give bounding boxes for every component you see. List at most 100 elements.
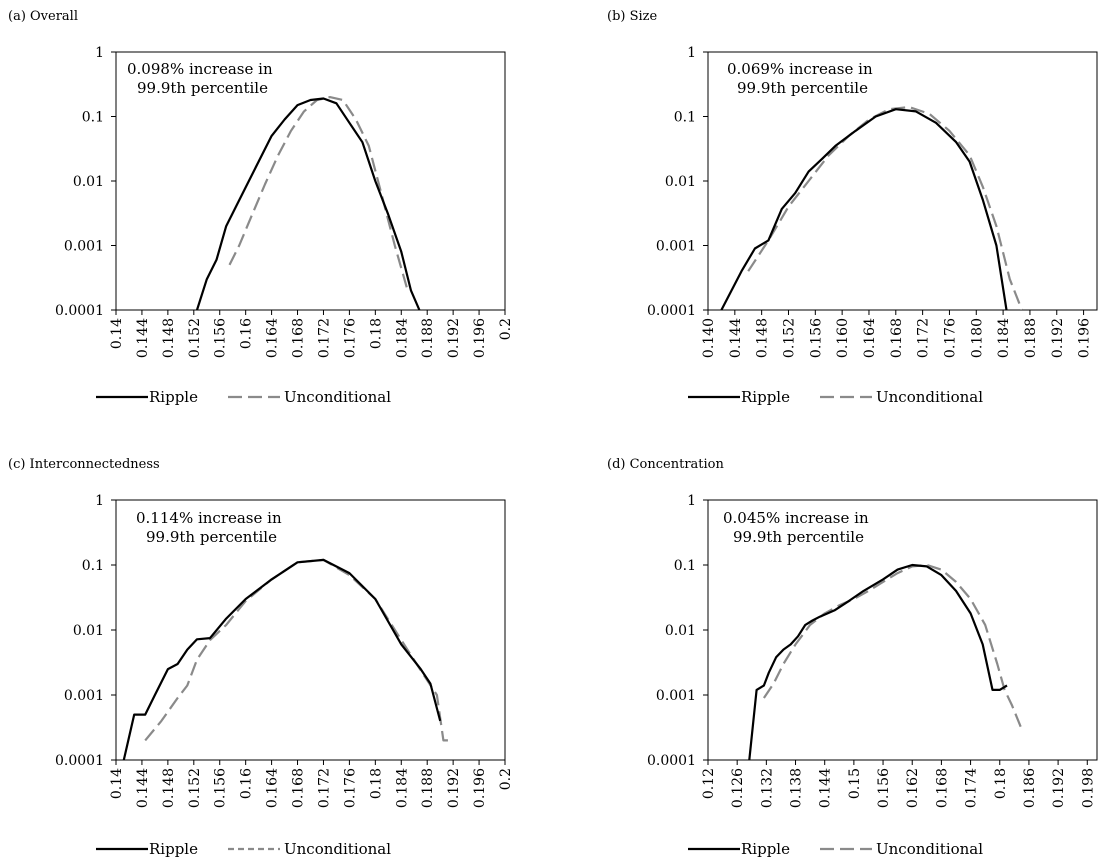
legend-label-unconditional: Unconditional xyxy=(284,388,391,406)
x-tick-label: 0.12 xyxy=(701,768,717,799)
x-tick-label: 0.176 xyxy=(342,768,358,808)
x-tick-label: 0.16 xyxy=(239,768,255,799)
x-tick-label: 0.148 xyxy=(161,318,177,358)
x-tick-label: 0.172 xyxy=(916,318,932,358)
panel-title: (a) Overall xyxy=(8,9,78,24)
y-tick-label: 1 xyxy=(95,493,104,509)
series-line-ripple xyxy=(195,97,421,310)
x-tick-label: 0.174 xyxy=(964,768,980,808)
x-tick-label: 0.156 xyxy=(808,318,824,358)
x-tick-label: 0.184 xyxy=(394,318,410,358)
x-tick-label: 0.15 xyxy=(847,768,863,799)
x-tick-label: 0.152 xyxy=(781,318,797,358)
x-tick-label: 0.156 xyxy=(213,768,229,808)
series-line-unconditional xyxy=(747,105,1023,310)
annotation-line: 0.045% increase in xyxy=(723,509,869,527)
annotation-line: 99.9th percentile xyxy=(146,528,277,546)
x-tick-label: 0.2 xyxy=(498,318,514,340)
annotation-line: 99.9th percentile xyxy=(737,79,868,97)
x-tick-label: 0.152 xyxy=(187,768,203,808)
x-tick-label: 0.192 xyxy=(1051,768,1067,808)
x-tick-label: 0.184 xyxy=(996,318,1012,358)
x-tick-label: 0.188 xyxy=(420,768,436,808)
legend-label-ripple: Ripple xyxy=(741,388,790,406)
x-tick-label: 0.18 xyxy=(368,768,384,799)
x-tick-label: 0.196 xyxy=(472,318,488,358)
chart-panel-d: (d) Concentration 1 0.1 0.01 0.001 0.0001 0.12… xyxy=(607,457,1098,858)
x-tick-label: 0.198 xyxy=(1080,768,1096,808)
legend-label-unconditional: Unconditional xyxy=(876,840,983,858)
chart-panel-c: (c) Interconnectedness 1 0.1 0.01 0.001 0.000… xyxy=(8,457,514,858)
x-tick-label: 0.192 xyxy=(446,318,462,358)
y-tick-label: 0.01 xyxy=(665,174,696,190)
series-line-ripple xyxy=(748,563,1008,760)
x-tick-label: 0.172 xyxy=(316,768,332,808)
x-tick-label: 0.188 xyxy=(1023,318,1039,358)
y-tick-label: 1 xyxy=(95,45,104,61)
y-tick-label: 0.1 xyxy=(82,110,104,126)
legend-label-ripple: Ripple xyxy=(149,388,198,406)
x-tick-label: 0.192 xyxy=(446,768,462,808)
series-line-ripple xyxy=(720,108,1008,310)
chart-panel-a: (a) Overall 1 0.1 0.01 0.001 0.0001 0.14 0.144 0… xyxy=(8,9,514,406)
x-tick-label: 0.14 xyxy=(109,768,125,799)
legend-label-unconditional: Unconditional xyxy=(876,388,983,406)
x-tick-label: 0.18 xyxy=(993,768,1009,799)
x-tick-label: 0.196 xyxy=(472,768,488,808)
x-tick-label: 0.192 xyxy=(1050,318,1066,358)
x-tick-label: 0.18 xyxy=(368,318,384,349)
x-tick-label: 0.196 xyxy=(1077,318,1093,358)
y-tick-label: 1 xyxy=(687,493,696,509)
annotation-line: 99.9th percentile xyxy=(137,79,268,97)
y-tick-label: 0.001 xyxy=(64,239,104,255)
y-tick-label: 0.01 xyxy=(73,174,104,190)
y-tick-label: 0.1 xyxy=(674,558,696,574)
x-tick-label: 0.172 xyxy=(316,318,332,358)
x-tick-label: 0.168 xyxy=(291,318,307,358)
annotation-line: 0.098% increase in xyxy=(127,60,273,78)
x-tick-label: 0.148 xyxy=(755,318,771,358)
chart-panel-b: (b) Size 1 0.1 0.01 0.001 0.0001 0.140 0.144 0.1… xyxy=(607,9,1098,406)
x-tick-label: 0.156 xyxy=(876,768,892,808)
x-tick-label: 0.126 xyxy=(730,768,746,808)
legend-label-ripple: Ripple xyxy=(149,840,198,858)
annotation-line: 0.114% increase in xyxy=(136,509,282,527)
x-tick-label: 0.144 xyxy=(135,768,151,808)
x-tick-label: 0.188 xyxy=(420,318,436,358)
x-tick-label: 0.16 xyxy=(239,318,255,349)
x-tick-label: 0.144 xyxy=(135,318,151,358)
annotation-line: 0.069% increase in xyxy=(727,60,873,78)
x-tick-label: 0.186 xyxy=(1022,768,1038,808)
y-tick-label: 0.01 xyxy=(665,623,696,639)
x-tick-label: 0.168 xyxy=(889,318,905,358)
x-tick-label: 0.164 xyxy=(265,768,281,808)
x-tick-label: 0.180 xyxy=(969,318,985,358)
panel-title: (c) Interconnectedness xyxy=(8,457,160,472)
x-tick-label: 0.156 xyxy=(213,318,229,358)
x-tick-label: 0.164 xyxy=(265,318,281,358)
series-line-unconditional xyxy=(762,563,1023,730)
y-tick-label: 0.001 xyxy=(656,239,696,255)
x-tick-label: 0.168 xyxy=(934,768,950,808)
x-tick-label: 0.176 xyxy=(942,318,958,358)
panel-title: (d) Concentration xyxy=(607,457,724,472)
x-tick-label: 0.184 xyxy=(394,768,410,808)
legend-label-ripple: Ripple xyxy=(741,840,790,858)
x-tick-label: 0.132 xyxy=(759,768,775,808)
y-tick-label: 0.001 xyxy=(656,688,696,704)
y-tick-label: 0.0001 xyxy=(55,303,104,319)
x-tick-label: 0.140 xyxy=(701,318,717,358)
x-tick-label: 0.148 xyxy=(161,768,177,808)
legend-label-unconditional: Unconditional xyxy=(284,840,391,858)
x-tick-label: 0.152 xyxy=(187,318,203,358)
x-tick-label: 0.138 xyxy=(789,768,805,808)
panel-title: (b) Size xyxy=(607,9,658,24)
series-line-ripple xyxy=(122,558,442,760)
x-tick-label: 0.2 xyxy=(498,768,514,790)
y-tick-label: 0.001 xyxy=(64,688,104,704)
x-tick-label: 0.176 xyxy=(342,318,358,358)
y-tick-label: 0.1 xyxy=(674,110,696,126)
y-tick-label: 0.1 xyxy=(82,558,104,574)
x-tick-label: 0.14 xyxy=(109,318,125,349)
